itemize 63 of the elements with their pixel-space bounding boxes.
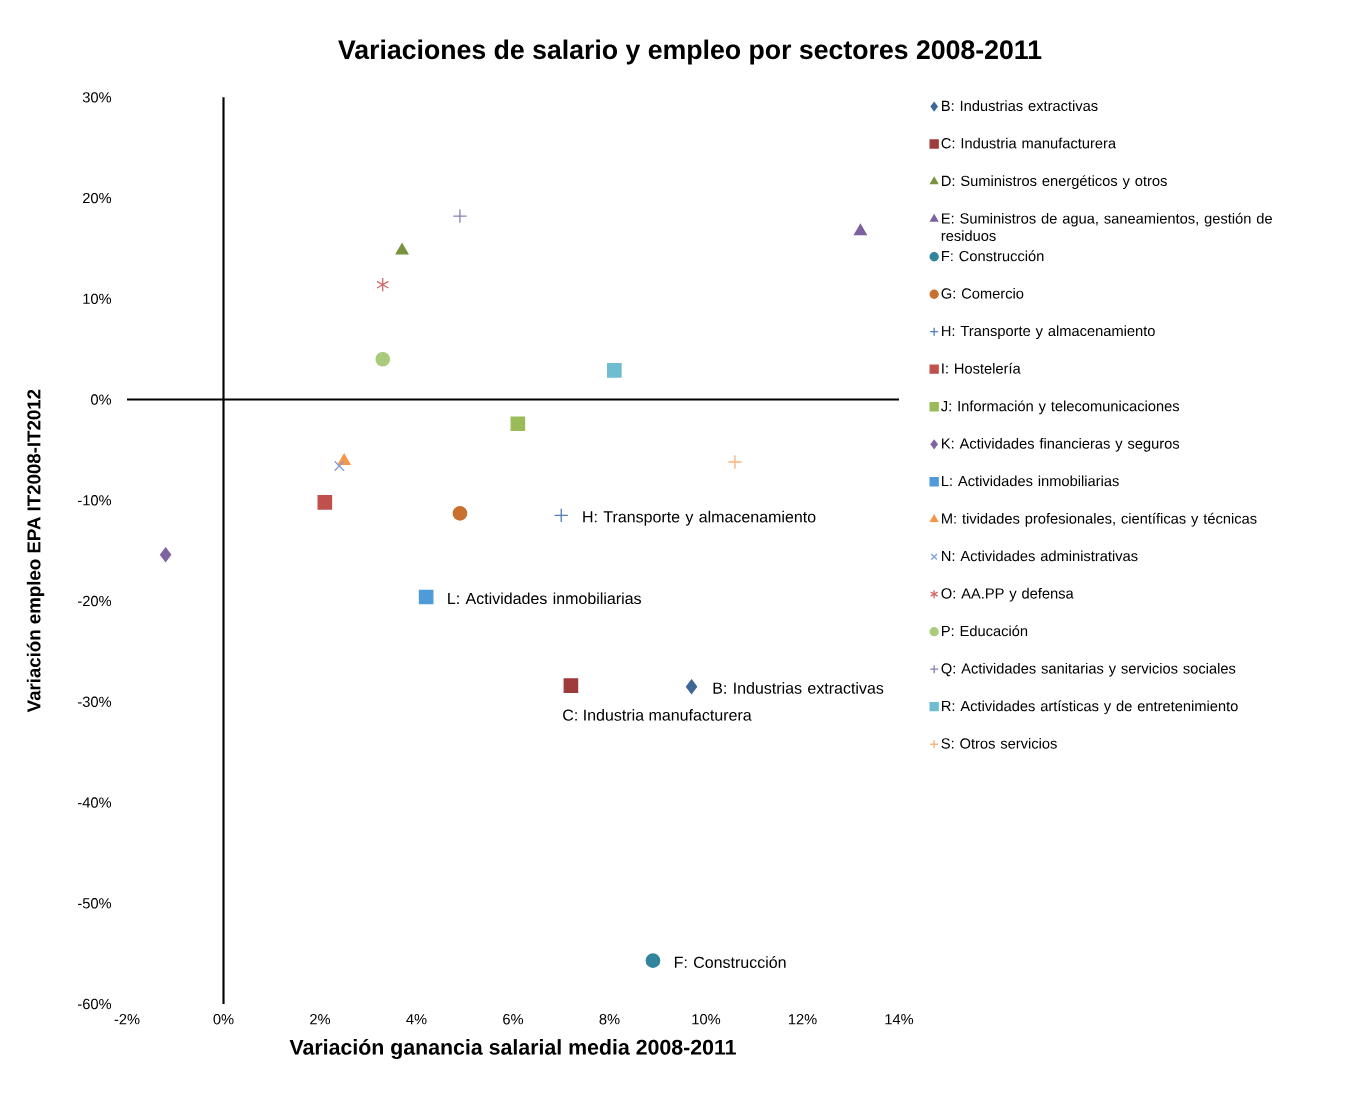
legend-label: E: Suministros de agua, saneamientos, gestión de residuos [941,212,1272,241]
y-tick-label: 10% [83,293,112,304]
point [317,494,333,510]
legend-label: M: tividades profesionales, científicas y técnicas [942,512,1257,527]
chart-title: Variaciones de salario y empleo por sectores 2008-2011 [338,39,1042,65]
point [395,243,409,255]
y-tick-label: 20% [83,192,112,204]
annotation: B: Industrias extractivas [713,682,884,694]
y-tick-label: -30% [78,696,112,707]
annotation: F: Construcción [674,956,786,968]
x-tick-label: -2% [114,1014,140,1025]
x-tick-label: 6% [503,1014,524,1025]
point [607,362,622,378]
y-tick-label: 0% [90,394,112,405]
point [159,547,172,563]
annotation: L: Actividades inmobiliarias [448,592,641,605]
y-tick-label: -60% [78,998,112,1010]
x-tick-label: 4% [406,1014,427,1025]
point [452,208,468,224]
point [418,589,434,605]
legend-label: P: Educación [942,625,1028,637]
y-tick-label: -50% [78,898,112,909]
y-axis-title: Variación empleo EPA IT2008-IT2012 [26,389,45,713]
annotation: H: Transporte y almacenamiento [583,510,816,526]
legend-label: C: Industria manufacturera [941,137,1117,149]
point [727,454,743,470]
y-tick-label: -20% [78,595,112,607]
point [685,679,698,694]
y-tick-label: -10% [78,495,112,506]
point [376,277,390,293]
x-tick-label: 2% [310,1014,331,1025]
point [452,506,468,521]
x-tick-label: 8% [599,1014,620,1025]
x-tick-label: 0% [213,1014,234,1025]
legend-label: H: Transporte y almacenamiento [942,325,1155,339]
point [510,416,526,432]
point [563,678,579,693]
legend-label: F: Construcción [942,250,1044,262]
legend-label: O: AA.PP y defensa [941,587,1074,602]
x-tick-label: 14% [885,1014,914,1025]
point [375,351,391,367]
legend-label: K: Actividades financieras y seguros [942,437,1180,452]
x-tick-label: 10% [692,1014,721,1025]
y-tick-label: -40% [78,797,112,808]
legend-label: S: Otros servicios [941,737,1057,749]
legend-label: R: Actividades artísticas y de entretenimiento [942,700,1238,715]
legend-label: L: Actividades inmobiliarias [942,475,1119,487]
point [333,460,345,472]
y-tick-label: 30% [82,92,112,103]
legend-label: I: Hostelería [942,362,1021,374]
point [553,508,569,523]
legend-label: Q: Actividades sanitarias y servicios sociales [941,662,1236,677]
x-axis-title: Variación ganancia salarial media 2008-2011 [289,1038,736,1060]
legend-label: N: Actividades administrativas [942,550,1138,562]
legend-label: D: Suministros energéticos y otros [942,175,1167,189]
point [645,953,661,969]
point [853,223,867,236]
annotation: C: Industria manufacturera [563,709,752,721]
x-tick-label: 12% [788,1014,817,1025]
legend-label: J: Información y telecomunicaciones [941,400,1180,415]
legend-label: G: Comercio [941,287,1024,299]
point [337,453,351,465]
legend-label: B: Industrias extractivas [942,100,1098,112]
